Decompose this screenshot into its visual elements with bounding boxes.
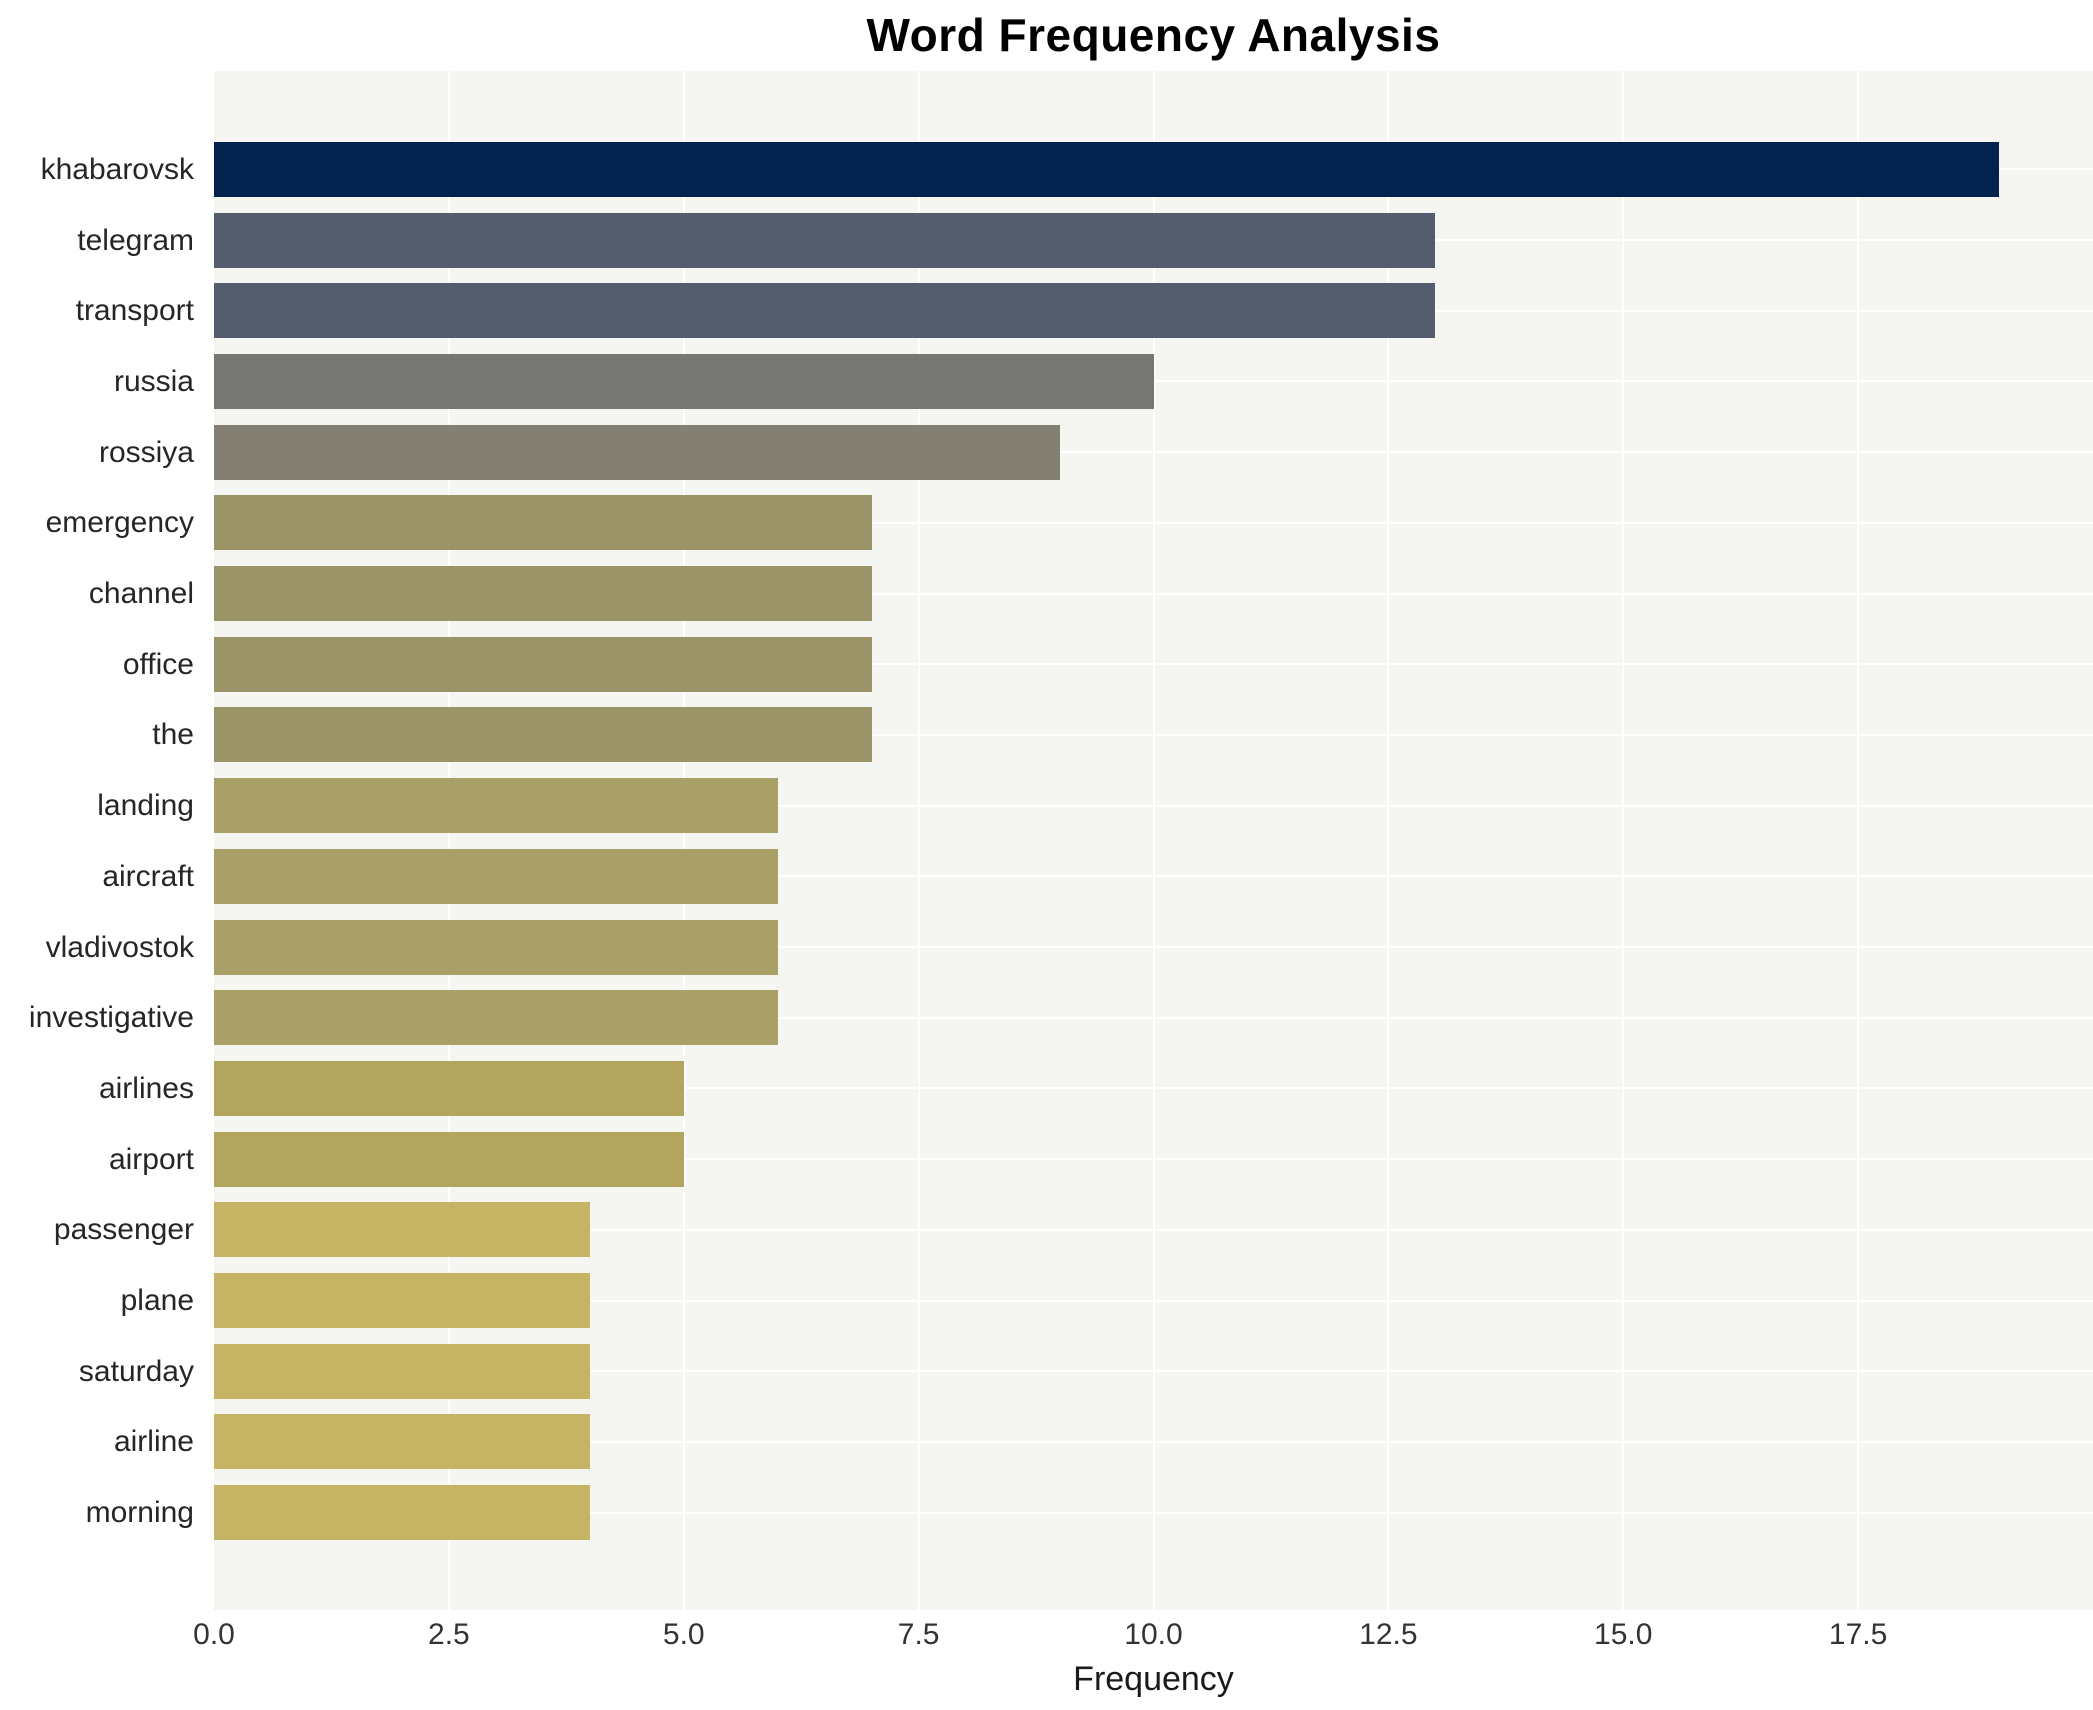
y-tick-label: landing — [97, 789, 194, 823]
x-tick-label: 12.5 — [1359, 1618, 1418, 1651]
horizontal-gridline — [214, 451, 2093, 454]
y-tick-label: emergency — [45, 506, 194, 540]
bar-the — [214, 707, 872, 763]
x-tick-label: 10.0 — [1124, 1618, 1183, 1651]
bar-aircraft — [214, 848, 778, 904]
x-tick-label: 7.5 — [897, 1618, 940, 1651]
horizontal-gridline — [214, 1016, 2093, 1019]
bar-airlines — [214, 1060, 684, 1116]
y-tick-label: khabarovsk — [40, 152, 194, 186]
bar-channel — [214, 566, 872, 622]
horizontal-gridline — [214, 804, 2093, 807]
y-tick-label: channel — [88, 577, 194, 611]
bar-morning — [214, 1485, 590, 1541]
bar-investigative — [214, 990, 778, 1046]
bar-landing — [214, 778, 778, 834]
bar-russia — [214, 353, 1154, 409]
vertical-gridline — [1622, 71, 1625, 1610]
y-tick-label: passenger — [53, 1213, 194, 1247]
bar-rossiya — [214, 424, 1060, 480]
y-tick-label: transport — [75, 294, 194, 328]
x-axis-label: Frequency — [1073, 1660, 1234, 1698]
vertical-gridline — [1152, 71, 1155, 1610]
bar-plane — [214, 1273, 590, 1329]
horizontal-gridline — [214, 1440, 2093, 1443]
horizontal-gridline — [214, 1228, 2093, 1231]
bar-passenger — [214, 1202, 590, 1258]
bar-vladivostok — [214, 919, 778, 975]
y-tick-label: russia — [113, 364, 194, 398]
bar-airline — [214, 1414, 590, 1470]
bar-telegram — [214, 212, 1436, 268]
y-tick-label: vladivostok — [45, 930, 194, 964]
horizontal-gridline — [214, 1511, 2093, 1514]
bar-khabarovsk — [214, 141, 2000, 197]
x-tick-label: 0.0 — [193, 1618, 235, 1651]
horizontal-gridline — [214, 380, 2093, 383]
horizontal-gridline — [214, 1299, 2093, 1302]
horizontal-gridline — [214, 521, 2093, 524]
bar-emergency — [214, 495, 872, 551]
vertical-gridline — [917, 71, 920, 1610]
y-tick-label: telegram — [77, 223, 194, 257]
vertical-gridline — [1857, 71, 1860, 1610]
plot-area — [214, 71, 2093, 1610]
y-tick-label: the — [152, 718, 194, 752]
horizontal-gridline — [214, 592, 2093, 595]
x-tick-label: 15.0 — [1594, 1618, 1653, 1651]
horizontal-gridline — [214, 1087, 2093, 1090]
y-tick-label: airlines — [98, 1071, 194, 1105]
y-tick-label: morning — [85, 1496, 194, 1530]
horizontal-gridline — [214, 1370, 2093, 1373]
y-tick-label: plane — [120, 1284, 194, 1318]
bar-airport — [214, 1131, 684, 1187]
horizontal-gridline — [214, 875, 2093, 878]
horizontal-gridline — [214, 733, 2093, 736]
y-tick-label: office — [122, 647, 194, 681]
vertical-gridline — [682, 71, 685, 1610]
y-tick-label: aircraft — [102, 859, 194, 893]
vertical-gridline — [447, 71, 450, 1610]
horizontal-gridline — [214, 663, 2093, 666]
y-tick-label: airline — [113, 1425, 194, 1459]
y-tick-label: investigative — [28, 1001, 194, 1035]
bar-transport — [214, 283, 1436, 339]
vertical-gridline — [1387, 71, 1390, 1610]
y-tick-label: airport — [108, 1142, 194, 1176]
y-tick-label: saturday — [78, 1354, 194, 1388]
horizontal-gridline — [214, 946, 2093, 949]
x-tick-label: 5.0 — [662, 1618, 705, 1651]
y-tick-label: rossiya — [98, 435, 194, 469]
bar-saturday — [214, 1343, 590, 1399]
chart-title: Word Frequency Analysis — [866, 9, 1441, 61]
x-tick-label: 2.5 — [428, 1618, 470, 1651]
x-tick-label: 17.5 — [1828, 1618, 1888, 1651]
bar-office — [214, 636, 872, 692]
horizontal-gridline — [214, 1158, 2093, 1161]
